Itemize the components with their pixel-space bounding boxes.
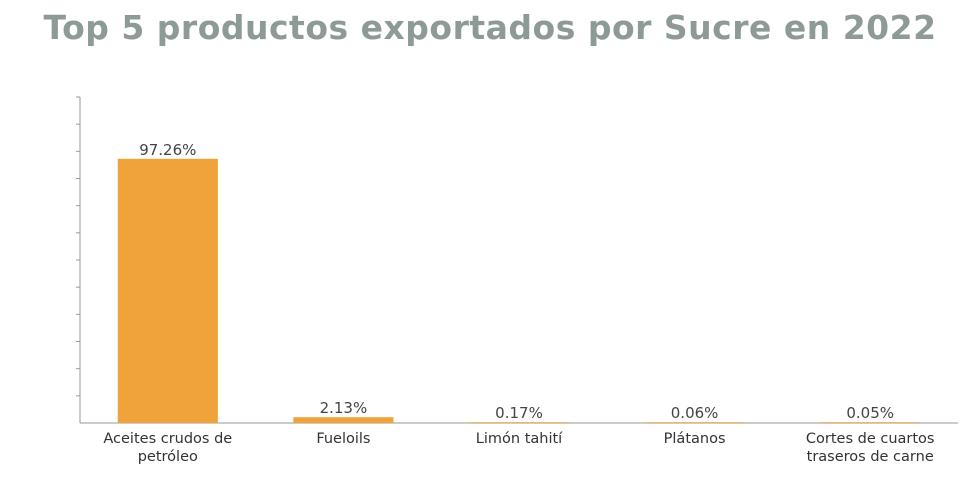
chart-data-labels: 97.26% 2.13% 0.17% 0.06% 0.05% <box>139 141 894 422</box>
bar-2 <box>293 417 394 423</box>
category-label-1: Aceites crudos de <box>103 431 232 447</box>
category-label-2: Fueloils <box>316 431 370 447</box>
chart-title: Top 5 productos exportados por Sucre en … <box>43 8 937 47</box>
data-label-3: 0.17% <box>495 404 543 422</box>
data-label-5: 0.05% <box>846 404 894 422</box>
data-label-2: 2.13% <box>320 399 368 417</box>
data-label-1: 97.26% <box>139 141 196 159</box>
data-label-4: 0.06% <box>671 404 719 422</box>
category-label-4: Plátanos <box>664 431 726 447</box>
chart-category-labels: Aceites crudos de petróleo Fueloils Limón t… <box>103 431 934 465</box>
chart-bars <box>117 158 921 424</box>
bar-3 <box>468 422 570 423</box>
category-label-3: Limón tahití <box>476 431 563 447</box>
bar-1 <box>117 158 218 424</box>
category-label-5: traseros de carne <box>807 449 934 465</box>
bar-4 <box>644 422 745 423</box>
category-label-5: Cortes de cuartos <box>806 431 935 447</box>
bar-5 <box>820 422 921 423</box>
category-label-1: petróleo <box>138 449 198 465</box>
